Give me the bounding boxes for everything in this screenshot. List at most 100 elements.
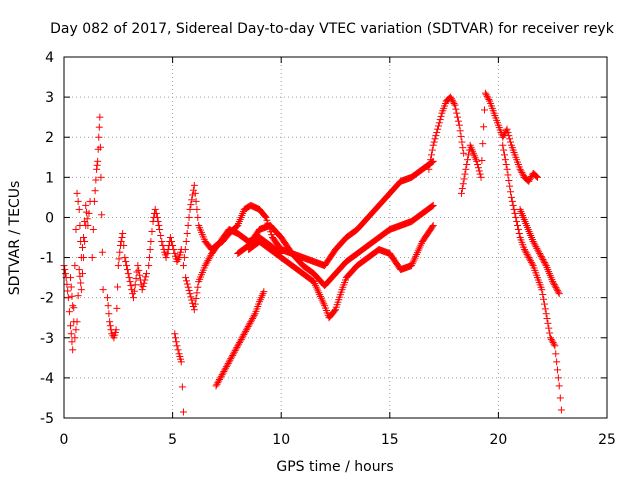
data-point: [223, 361, 231, 369]
data-points: [60, 89, 565, 416]
data-point: [539, 256, 547, 264]
data-point: [247, 318, 255, 326]
data-point: [96, 143, 104, 151]
data-point: [476, 170, 484, 178]
data-point: [509, 201, 517, 209]
data-point: [69, 346, 77, 354]
data-point: [180, 254, 188, 262]
data-point: [233, 343, 241, 351]
data-point: [219, 369, 227, 377]
data-point: [477, 173, 485, 181]
data-point: [547, 335, 555, 343]
data-point: [192, 197, 200, 205]
y-tick-label: 4: [45, 50, 54, 66]
data-point: [500, 146, 508, 154]
data-point: [428, 203, 436, 211]
data-point: [545, 324, 553, 332]
data-point: [125, 274, 133, 282]
data-point: [508, 197, 516, 205]
data-point: [85, 209, 93, 217]
data-point: [187, 201, 195, 209]
data-point: [130, 294, 138, 302]
data-point: [429, 141, 437, 149]
data-point: [514, 221, 522, 229]
data-point: [122, 258, 130, 266]
data-point: [268, 231, 276, 239]
data-point: [546, 329, 554, 337]
data-point: [528, 260, 536, 268]
data-point: [155, 221, 163, 229]
data-point: [104, 302, 112, 310]
data-point: [183, 277, 191, 285]
data-point: [71, 262, 79, 270]
data-point: [480, 123, 488, 131]
data-point: [245, 321, 253, 329]
data-point: [126, 278, 134, 286]
data-point: [478, 156, 486, 164]
data-point: [510, 205, 518, 213]
data-point: [462, 165, 470, 173]
data-point: [115, 255, 123, 263]
data-point: [71, 334, 79, 342]
data-point: [552, 284, 560, 292]
data-point: [434, 122, 442, 130]
data-point: [536, 250, 544, 258]
data-point: [501, 156, 509, 164]
data-point: [536, 251, 544, 259]
data-point: [77, 279, 85, 287]
data-point: [428, 146, 436, 154]
data-point: [522, 249, 530, 257]
data-point: [249, 315, 257, 323]
data-point: [135, 266, 143, 274]
data-point: [183, 280, 191, 288]
data-point: [503, 165, 511, 173]
data-point: [248, 316, 256, 324]
data-point: [540, 300, 548, 308]
data-point: [188, 296, 196, 304]
data-point: [458, 185, 466, 193]
data-point: [244, 323, 252, 331]
data-point: [217, 372, 225, 380]
data-point: [535, 248, 543, 256]
data-point: [460, 149, 468, 157]
data-point: [500, 130, 508, 138]
data-point: [131, 281, 139, 289]
data-point: [220, 367, 228, 375]
y-axis-label: SDTVAR / TECUs: [7, 181, 23, 296]
data-point: [533, 173, 541, 181]
data-point: [140, 279, 148, 287]
data-point: [231, 347, 239, 355]
data-point: [519, 170, 527, 178]
data-point: [481, 89, 489, 97]
data-point: [425, 165, 433, 173]
data-point: [521, 247, 529, 255]
data-point: [182, 274, 190, 282]
data-point: [174, 346, 182, 354]
data-point: [454, 117, 462, 125]
data-point: [148, 227, 156, 235]
data-point: [166, 234, 174, 241]
data-point: [550, 279, 558, 287]
data-point: [517, 167, 525, 175]
data-point: [181, 246, 189, 254]
data-point: [91, 187, 99, 195]
data-point: [99, 286, 107, 294]
y-tick-label: -2: [40, 291, 54, 307]
data-point: [455, 121, 463, 129]
data-point: [452, 105, 460, 113]
data-point: [103, 294, 111, 302]
data-point: [134, 262, 142, 270]
data-point: [142, 273, 150, 281]
data-point: [188, 196, 196, 204]
data-point: [75, 266, 83, 274]
x-tick-label: 20: [489, 432, 507, 448]
data-point: [434, 125, 442, 133]
data-point: [504, 128, 512, 136]
data-point: [159, 242, 167, 250]
data-point: [537, 253, 545, 261]
data-point: [98, 211, 106, 219]
data-point: [450, 100, 458, 108]
data-point: [90, 197, 98, 205]
data-point: [61, 270, 69, 278]
data-point: [527, 257, 535, 265]
